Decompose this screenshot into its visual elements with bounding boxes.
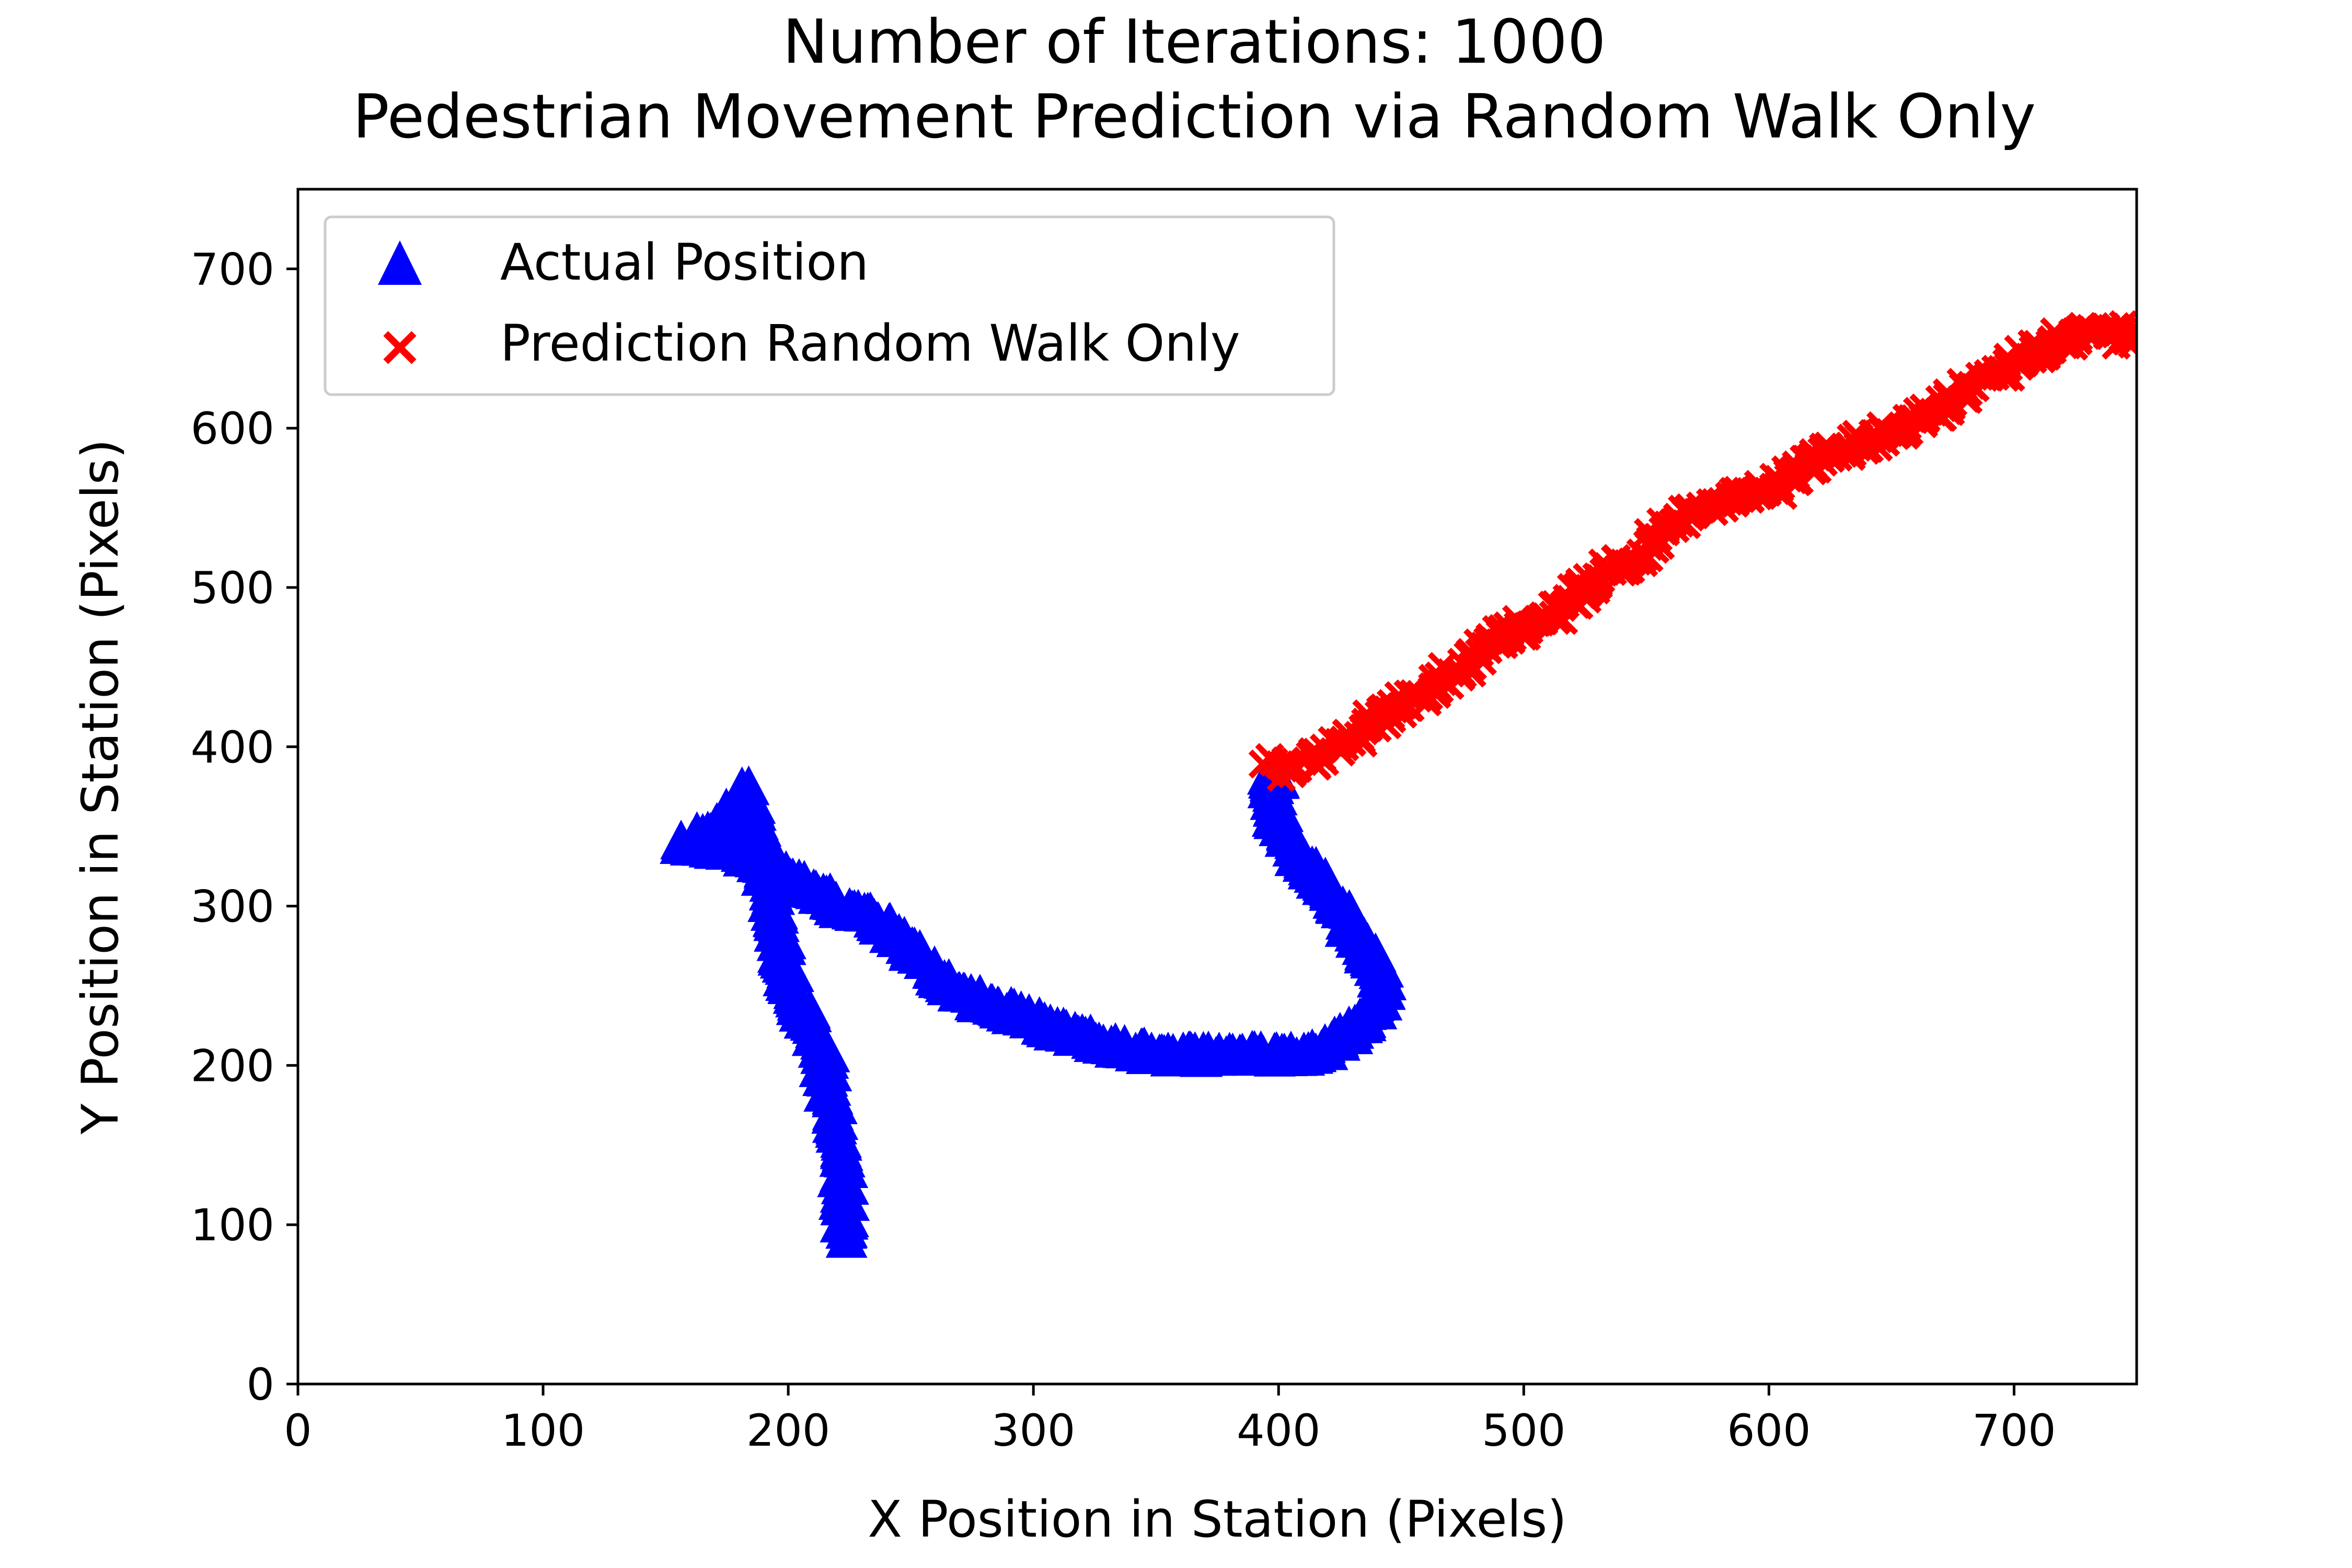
legend-marker-prediction — [383, 331, 417, 364]
x-tick-label: 600 — [1727, 1405, 1811, 1456]
y-tick-label: 600 — [191, 403, 274, 454]
legend-marker-actual — [378, 240, 422, 285]
prediction-point — [2117, 325, 2137, 354]
x-axis-label: X Position in Station (Pixels) — [868, 1490, 1566, 1549]
x-tick-label: 700 — [1972, 1405, 2056, 1456]
y-tick-label: 200 — [191, 1040, 274, 1091]
y-axis-ticks: 0 100 200 300 400 500 600 700 — [191, 244, 298, 1410]
legend-label-prediction: Prediction Random Walk Only — [500, 314, 1240, 373]
prediction-point — [1949, 372, 1978, 401]
prediction-point — [2112, 326, 2137, 356]
x-tick-label: 400 — [1237, 1405, 1320, 1456]
y-tick-label: 300 — [191, 881, 274, 932]
y-tick-label: 100 — [191, 1200, 274, 1251]
x-tick-label: 300 — [991, 1405, 1075, 1456]
legend-box — [324, 215, 1335, 396]
y-tick-label: 400 — [191, 722, 274, 773]
x-tick-label: 500 — [1482, 1405, 1565, 1456]
x-tick-label: 200 — [746, 1405, 830, 1456]
legend: Actual Position Prediction Random Walk O… — [324, 215, 1335, 396]
legend-label-actual: Actual Position — [500, 233, 869, 292]
y-axis-label: Y Position in Station (Pixels) — [71, 439, 130, 1135]
x-tick-label: 0 — [284, 1405, 312, 1456]
plot-frame — [296, 188, 2138, 1386]
chart-title-line1: Number of Iterations: 1000 — [782, 7, 1606, 77]
x-axis-ticks: 0 100 200 300 400 500 600 700 — [284, 1384, 2056, 1456]
y-tick-label: 700 — [191, 244, 274, 295]
y-tick-label: 500 — [191, 562, 274, 614]
chart-title-line2: Pedestrian Movement Prediction via Rando… — [353, 82, 2036, 152]
plot-points — [660, 310, 2137, 1258]
x-tick-label: 100 — [501, 1405, 585, 1456]
y-tick-label: 0 — [247, 1359, 274, 1410]
